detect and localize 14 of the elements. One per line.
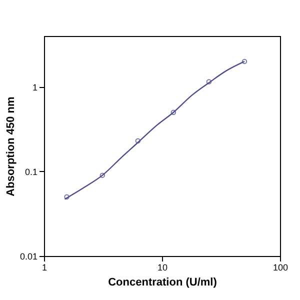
y-tick-label: 1 (32, 82, 38, 92)
point (64, 194, 70, 200)
x-tick-label: 10 (157, 262, 168, 272)
y-axis-title: Absorption 450 nm (4, 96, 17, 196)
y-tick-label: 0.01 (20, 252, 38, 262)
point (100, 172, 106, 178)
x-tick-label: 1 (42, 262, 48, 272)
y-tick-label: 0.1 (24, 166, 38, 177)
point (206, 79, 212, 84)
point (170, 110, 176, 115)
point (242, 58, 248, 64)
point (135, 138, 141, 144)
x-tick-label: 100 (272, 262, 288, 272)
x-axis-title: Concentration (U/ml) (108, 276, 218, 288)
